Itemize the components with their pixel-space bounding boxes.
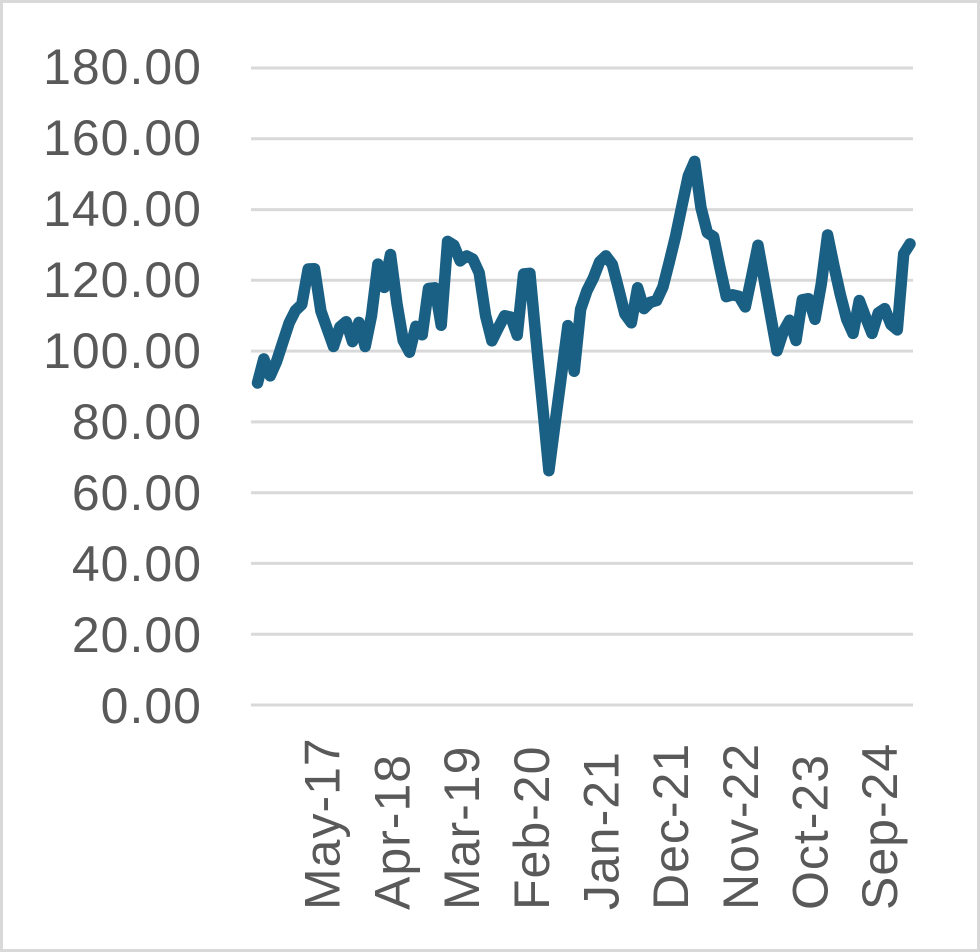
svg-text:80.00: 80.00: [72, 394, 202, 450]
svg-text:60.00: 60.00: [72, 465, 202, 521]
svg-text:160.00: 160.00: [43, 110, 202, 166]
svg-text:Feb-20: Feb-20: [504, 746, 560, 910]
svg-text:Dec-21: Dec-21: [643, 743, 699, 910]
svg-text:Jan-21: Jan-21: [573, 751, 629, 910]
svg-text:20.00: 20.00: [72, 607, 202, 663]
svg-text:0.00: 0.00: [101, 678, 202, 734]
svg-text:100.00: 100.00: [43, 323, 202, 379]
svg-text:Nov-22: Nov-22: [713, 743, 769, 910]
svg-text:Sep-24: Sep-24: [852, 743, 908, 910]
svg-text:Apr-18: Apr-18: [364, 754, 420, 910]
svg-text:180.00: 180.00: [43, 39, 202, 95]
svg-text:May-17: May-17: [295, 737, 351, 910]
svg-text:Mar-19: Mar-19: [434, 746, 490, 910]
svg-text:120.00: 120.00: [43, 252, 202, 308]
svg-text:140.00: 140.00: [43, 181, 202, 237]
svg-text:Oct-23: Oct-23: [783, 754, 839, 910]
svg-text:40.00: 40.00: [72, 536, 202, 592]
